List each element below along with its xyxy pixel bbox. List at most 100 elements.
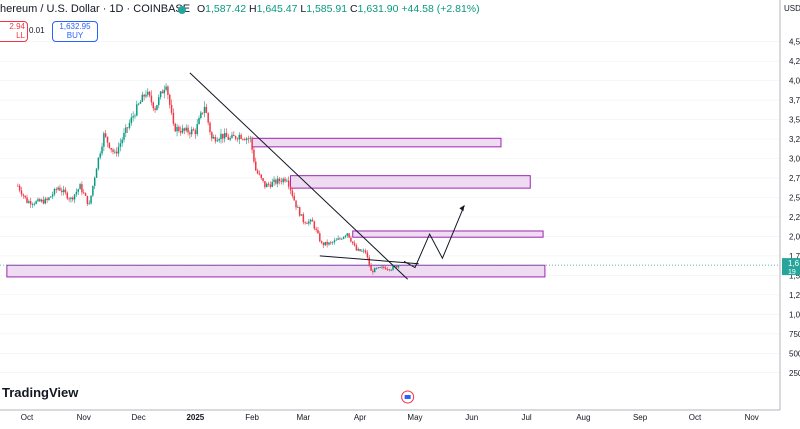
candle-body bbox=[350, 237, 352, 242]
candle-body bbox=[284, 178, 286, 182]
x-tick-label: Aug bbox=[576, 413, 590, 422]
candle-body bbox=[26, 197, 28, 203]
y-tick-label: 3,5 bbox=[789, 116, 800, 125]
candle-body bbox=[313, 221, 316, 229]
candles-group bbox=[17, 83, 400, 275]
candle-body bbox=[240, 134, 242, 139]
buy-button[interactable]: 1,632.95 BUY bbox=[52, 21, 98, 42]
candle-body bbox=[203, 106, 206, 113]
candle-body bbox=[55, 189, 58, 190]
low-value: 1,585.91 bbox=[306, 3, 348, 15]
candle-body bbox=[50, 196, 52, 198]
candle-body bbox=[24, 195, 26, 198]
candle-body bbox=[366, 252, 369, 258]
candle-body bbox=[319, 233, 321, 242]
candle-body bbox=[165, 86, 167, 90]
candle-body bbox=[137, 103, 140, 105]
candle-body bbox=[209, 122, 211, 133]
candle-body bbox=[28, 201, 30, 203]
candle-body bbox=[170, 104, 173, 113]
candle-body bbox=[337, 238, 339, 240]
candle-body bbox=[265, 183, 268, 188]
candle-body bbox=[126, 127, 129, 129]
candle-body bbox=[68, 198, 70, 200]
candle-body bbox=[287, 180, 290, 187]
demand-zone bbox=[6, 264, 546, 278]
candle-body bbox=[86, 195, 89, 204]
candle-body bbox=[17, 185, 19, 187]
candle-body bbox=[192, 129, 195, 131]
candle-body bbox=[152, 102, 155, 109]
candle-body bbox=[181, 128, 184, 133]
candle-body bbox=[341, 238, 343, 240]
y-tick-label: 3,2 bbox=[789, 135, 800, 144]
candle-body bbox=[106, 136, 109, 143]
candle-body bbox=[251, 137, 253, 150]
candle-body bbox=[70, 197, 72, 200]
candle-body bbox=[42, 199, 45, 204]
y-tick-label: 4,5 bbox=[789, 38, 800, 47]
close-value: 1,631.90 bbox=[357, 3, 399, 15]
candle-body bbox=[375, 268, 378, 269]
candle-body bbox=[362, 250, 365, 252]
candle-body bbox=[139, 101, 142, 104]
candle-body bbox=[227, 136, 230, 140]
candle-body bbox=[62, 189, 65, 193]
candle-body bbox=[110, 147, 112, 150]
candle-body bbox=[258, 173, 261, 175]
candle-body bbox=[379, 267, 381, 269]
candle-body bbox=[361, 250, 363, 252]
candle-body bbox=[174, 123, 176, 132]
candle-body bbox=[291, 190, 294, 196]
candle-body bbox=[298, 207, 301, 216]
candle-body bbox=[346, 233, 349, 236]
candle-body bbox=[253, 149, 255, 162]
candle-body bbox=[176, 126, 178, 132]
candle-body bbox=[172, 112, 175, 124]
candle-body bbox=[293, 195, 295, 201]
candle-body bbox=[231, 134, 233, 139]
candle-body bbox=[383, 266, 385, 268]
candle-body bbox=[223, 132, 226, 139]
candle-body bbox=[148, 91, 151, 96]
candle-body bbox=[132, 116, 134, 118]
candle-body bbox=[394, 265, 396, 267]
sell-label: LL bbox=[16, 31, 25, 40]
support-line bbox=[319, 255, 419, 265]
sell-button[interactable]: 2.94 LL bbox=[0, 21, 28, 42]
candle-body bbox=[185, 127, 187, 131]
sell-price: 2.94 bbox=[9, 22, 25, 31]
candle-body bbox=[20, 190, 23, 195]
currency-label[interactable]: USD bbox=[784, 4, 800, 13]
open-value: 1,587.42 bbox=[205, 3, 247, 15]
candle-body bbox=[168, 94, 171, 105]
candle-body bbox=[260, 174, 262, 179]
demand-zone bbox=[251, 137, 502, 148]
candle-body bbox=[84, 193, 87, 196]
candle-body bbox=[211, 132, 213, 139]
symbol-title[interactable]: hereum / U.S. Dollar · 1D · COINBASE bbox=[0, 3, 191, 15]
y-tick-label: 750 bbox=[789, 330, 800, 339]
tradingview-logo[interactable]: TradingView bbox=[2, 385, 79, 400]
candle-body bbox=[64, 189, 67, 193]
candle-body bbox=[145, 94, 147, 97]
candle-body bbox=[289, 186, 292, 191]
candle-body bbox=[134, 115, 136, 117]
candle-body bbox=[278, 178, 281, 182]
y-tick-label: 1,2 bbox=[789, 291, 800, 300]
x-tick-label: Nov bbox=[745, 413, 759, 422]
candle-body bbox=[328, 242, 330, 245]
candle-body bbox=[306, 223, 308, 224]
candle-body bbox=[167, 86, 169, 95]
candle-body bbox=[77, 189, 79, 192]
candle-body bbox=[320, 241, 323, 243]
candle-body bbox=[317, 229, 319, 234]
high-value: 1,645.47 bbox=[256, 3, 298, 15]
buy-price: 1,632.95 bbox=[59, 22, 91, 31]
candle-body bbox=[95, 168, 98, 178]
candle-body bbox=[359, 249, 361, 252]
candle-body bbox=[392, 266, 394, 270]
candle-body bbox=[342, 236, 345, 239]
